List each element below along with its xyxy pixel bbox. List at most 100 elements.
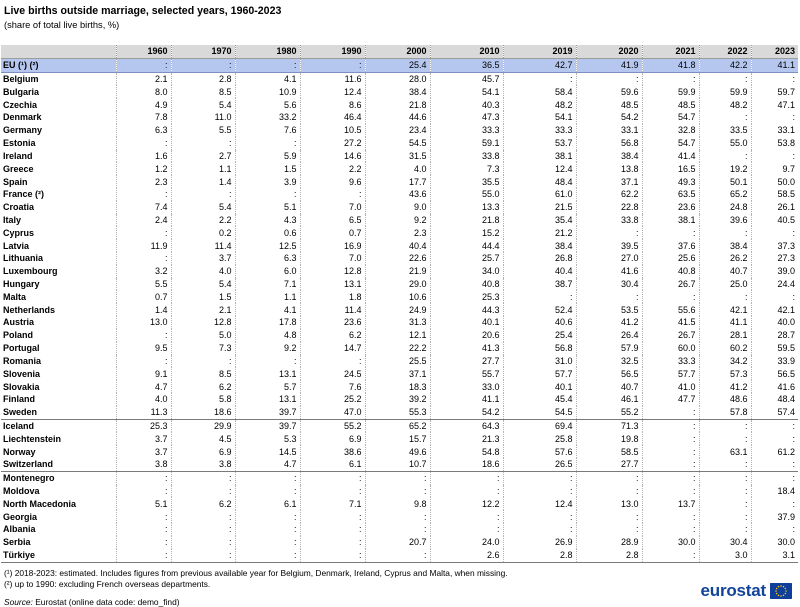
row-label: Luxembourg	[3, 266, 58, 277]
table-cell: :	[698, 510, 751, 524]
table-cell: 25.8	[502, 432, 576, 446]
table-cell: 1.2	[115, 162, 171, 176]
table-cell: 8.5	[170, 85, 235, 99]
table-cell: 27.3	[750, 252, 798, 265]
table-cell: 49.3	[641, 175, 699, 188]
table-cell: 6.2	[299, 328, 365, 342]
table-cell: :	[641, 432, 699, 446]
table-cell: 40.8	[429, 277, 503, 291]
table-cell: 39.7	[234, 418, 300, 433]
table-cell: 33.2	[234, 111, 300, 124]
table-cell: 4.7	[234, 458, 300, 472]
table-cell: 29.0	[364, 277, 430, 291]
table-cell: 31.3	[364, 316, 430, 329]
flag-star	[785, 590, 787, 592]
table-row: Netherlands 1.4 2.1 4.1 11.4 24.9 44.3 52.4 53.5…	[1, 303, 798, 317]
table-cell: 2.7	[170, 149, 235, 163]
table-cell: :	[750, 497, 798, 511]
table-cell: 33.3	[641, 354, 699, 368]
row-label: North Macedonia	[3, 498, 77, 509]
table-cell: 57.7	[502, 367, 576, 381]
footnote: (¹) 2018-2023: estimated. Includes figur…	[4, 568, 508, 578]
row-label: Czechia	[3, 99, 38, 110]
table-cell: 25.4	[502, 328, 576, 342]
table-cell: :	[299, 470, 365, 485]
table-cell: 16.5	[641, 162, 699, 176]
table-cell: 50.0	[750, 175, 798, 188]
table-cell: 25.0	[698, 277, 751, 291]
table-cell: 40.1	[502, 380, 576, 393]
table-cell: :	[641, 548, 699, 563]
table-row: Belgium 2.1 2.8 4.1 11.6 28.0 45.7:::::	[1, 72, 798, 86]
table-cell: 34.0	[429, 264, 503, 278]
table-cell: :	[502, 72, 576, 86]
table-cell: :	[698, 458, 751, 472]
table-row: Slovakia 4.7 6.2 5.7 7.6 18.3 33.0 40.1 40.7 41.0…	[1, 380, 798, 393]
table-cell: 10.9	[234, 85, 300, 99]
row-label: Türkiye	[1, 548, 116, 563]
table-cell: 54.5	[502, 405, 576, 420]
table-cell: :	[698, 226, 751, 240]
table-cell: 2.1	[115, 72, 171, 86]
table-row: Bulgaria 8.0 8.5 10.9 12.4 38.4 54.1 58.4 59.6 59…	[1, 85, 798, 99]
table-cell: 43.6	[364, 187, 430, 201]
table-cell: :	[641, 72, 699, 86]
table-cell: 0.7	[115, 290, 171, 304]
table-cell: :	[234, 535, 300, 549]
table-cell: 21.2	[502, 226, 576, 240]
row-label: Germany	[3, 125, 43, 136]
table-row: Spain 2.3 1.4 3.9 9.6 17.7 35.5 48.4 37.1 49.3 50.…	[1, 175, 798, 188]
table-cell: :	[364, 510, 430, 524]
table-cell: 41.2	[575, 316, 642, 329]
table-cell: 39.6	[698, 213, 751, 227]
table-cell: 36.5	[429, 57, 503, 73]
table-cell: :	[698, 290, 751, 304]
table-cell: 24.5	[299, 367, 365, 381]
table-row: Ireland 1.6 2.7 5.9 14.6 31.5 33.8 38.1 38.4 41.4…	[1, 149, 798, 163]
table-cell: 12.4	[299, 85, 365, 99]
table-cell: 40.4	[502, 264, 576, 278]
table-cell: 4.0	[115, 392, 171, 406]
table-row: Portugal 9.5 7.3 9.2 14.7 22.2 41.3 56.8 57.9 60.…	[1, 341, 798, 355]
table-cell: 38.4	[698, 239, 751, 252]
table-cell: 69.4	[502, 418, 576, 433]
table-cell: :	[170, 548, 235, 563]
table-cell: :	[698, 418, 751, 433]
table-row: Romania::::25.5 27.7 31.0 32.5 33.3 34.2 33.9	[1, 354, 798, 368]
table-cell: 54.2	[575, 111, 642, 124]
table-cell: 1.4	[170, 175, 235, 188]
table-cell: 59.9	[641, 85, 699, 99]
table-cell: :	[575, 226, 642, 240]
table-row: Luxembourg 3.2 4.0 6.0 12.8 21.9 34.0 40.4 41.6 4…	[1, 264, 798, 278]
table-cell: 17.8	[234, 316, 300, 329]
table-cell: 40.3	[429, 98, 503, 112]
column-header: 2000	[364, 45, 430, 59]
table-cell: 12.8	[170, 316, 235, 329]
table-cell: 57.9	[575, 341, 642, 355]
table-row: Malta 0.7 1.5 1.1 1.8 10.6 25.3:::::	[1, 290, 798, 304]
table-cell: 7.0	[299, 200, 365, 214]
table-cell: 27.2	[299, 136, 365, 150]
table-cell: :	[429, 470, 503, 485]
table-cell: :	[429, 523, 503, 536]
table-cell: 3.7	[115, 432, 171, 446]
table-cell: 20.6	[429, 328, 503, 342]
table-cell: :	[234, 187, 300, 201]
table-cell: 42.1	[750, 303, 798, 317]
table-cell: 5.0	[170, 328, 235, 342]
table-cell: :	[750, 418, 798, 433]
flag-star	[782, 585, 785, 588]
table-cell: :	[750, 111, 798, 124]
table-cell: 26.5	[502, 458, 576, 472]
table-cell: 2.2	[299, 162, 365, 176]
table-cell: 18.6	[170, 405, 235, 420]
flag-star	[780, 595, 782, 597]
table-cell: 7.0	[299, 252, 365, 265]
table-cell: :	[575, 470, 642, 485]
table-row: Germany 6.3 5.5 7.6 10.5 23.4 33.3 33.3 33.1 32.8…	[1, 123, 798, 137]
table-row: Italy 2.4 2.2 4.3 6.5 9.2 21.8 35.4 33.8 38.1 39.6…	[1, 213, 798, 227]
table-cell: 24.8	[698, 200, 751, 214]
table-cell: 12.2	[429, 497, 503, 511]
table-cell: :	[575, 290, 642, 304]
table-cell: :	[299, 354, 365, 368]
